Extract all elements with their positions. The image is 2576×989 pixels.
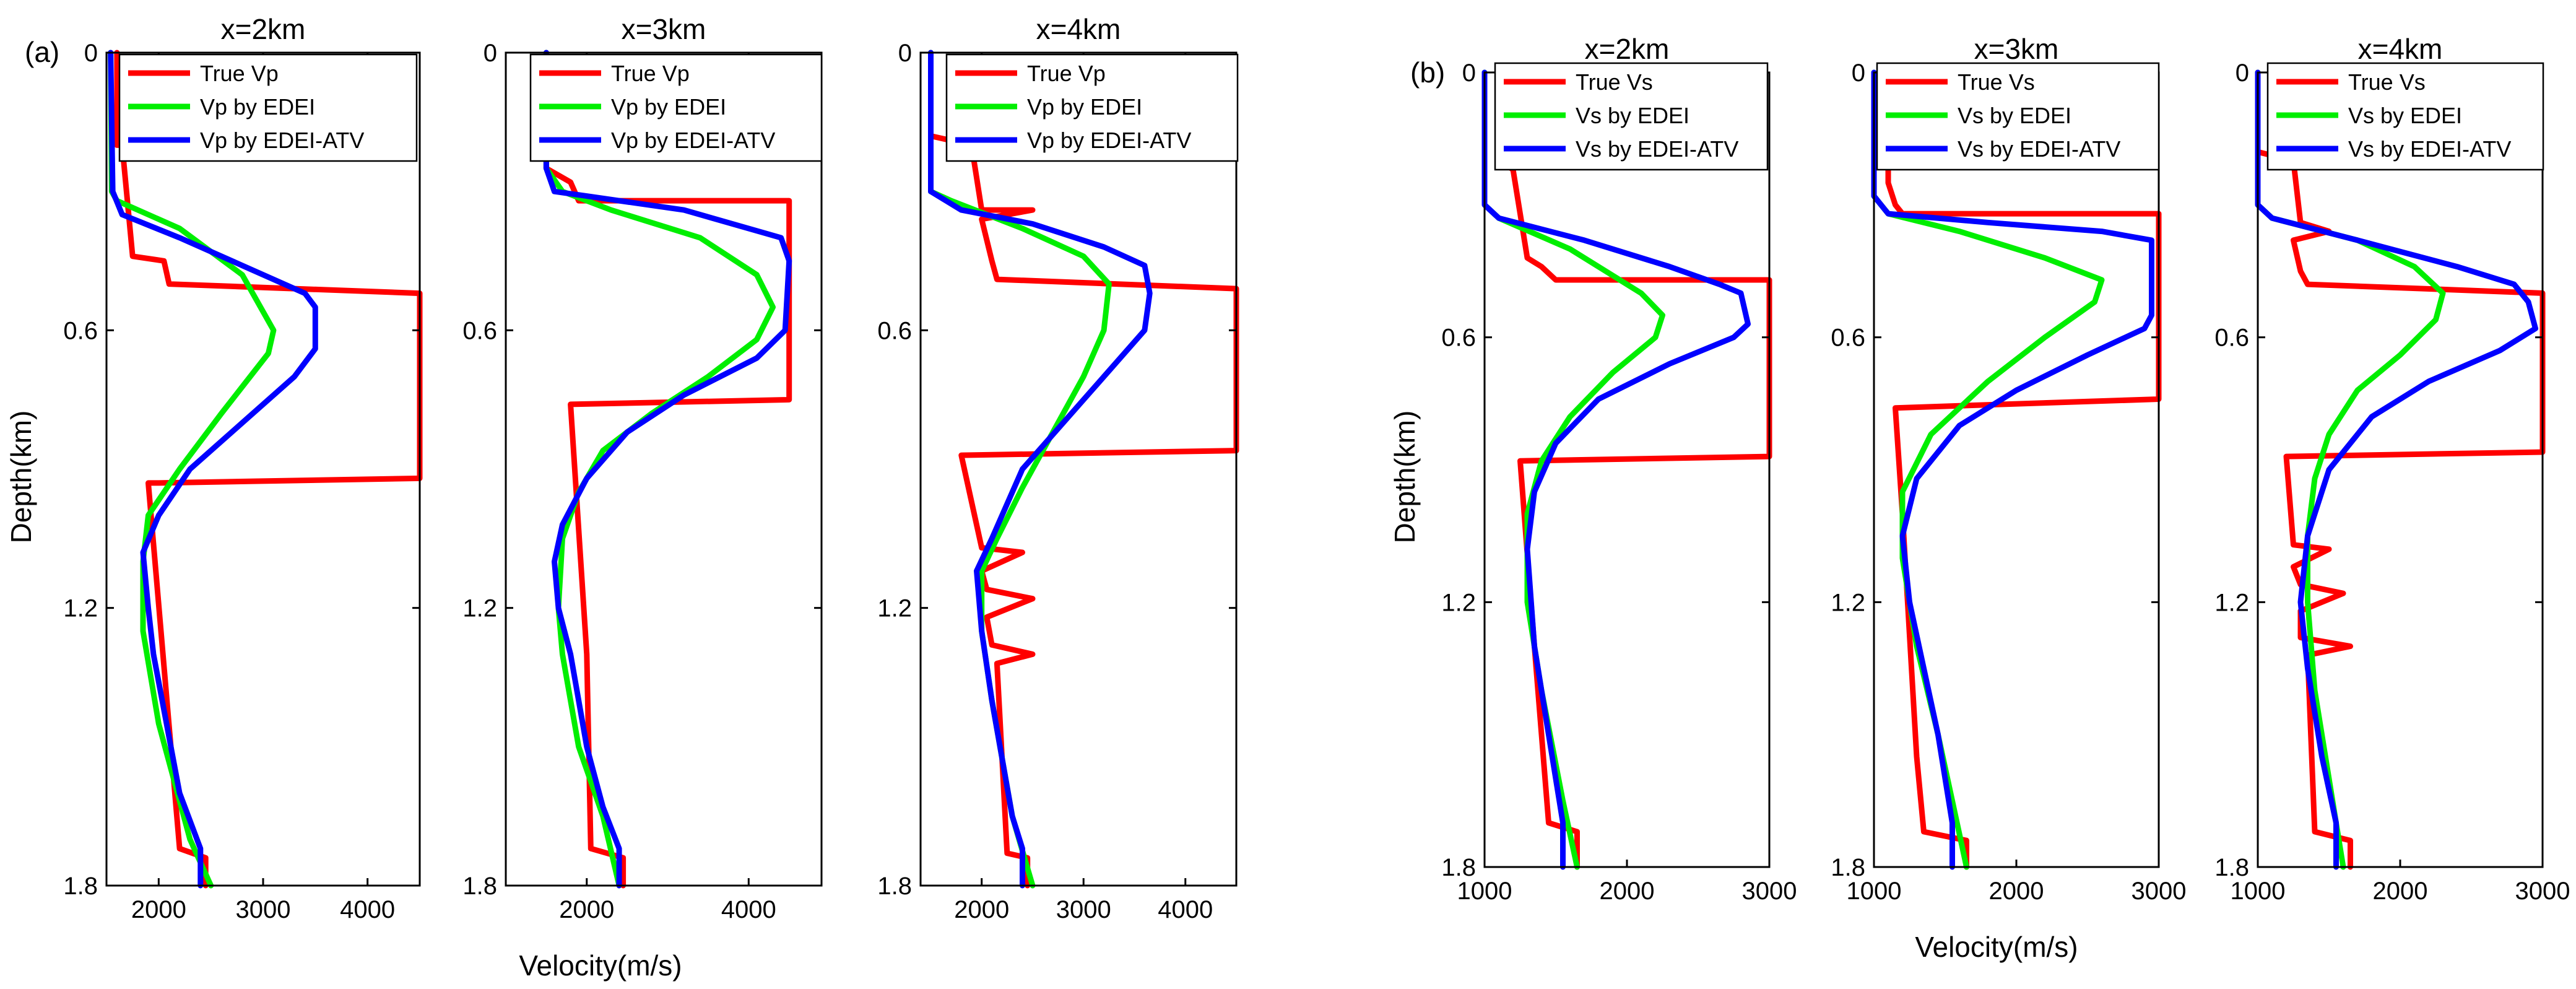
y-tick-label: 1.2 xyxy=(877,595,912,622)
legend-label: Vp by EDEI xyxy=(611,94,726,120)
legend: True Vp Vp by EDEI Vp by EDEI-ATV xyxy=(529,53,823,162)
y-tick-label: 1.8 xyxy=(63,873,98,900)
y-tick-label: 0.6 xyxy=(1441,325,1476,352)
x-tick-label: 3000 xyxy=(1056,896,1111,923)
x-tick-label: 2000 xyxy=(131,896,186,923)
subplot-title: x=3km xyxy=(1974,33,2059,65)
subplot-3: x=4km 0 0.6 1.2 1.8 2000 3000 4000 True Vp Vp by … xyxy=(877,13,1239,923)
x-tick-label: 2000 xyxy=(559,896,614,923)
y-tick-label: 0.6 xyxy=(877,317,912,344)
xlabel-b: Velocity(m/s) xyxy=(1915,931,2078,963)
legend: True Vp Vp by EDEI Vp by EDEI-ATV xyxy=(945,53,1239,162)
y-tick-label: 1.2 xyxy=(1831,589,1865,616)
xlabel-a: Velocity(m/s) xyxy=(519,949,682,982)
y-tick-label: 1.8 xyxy=(2214,854,2249,881)
series-line-vp-by-edei-atv xyxy=(543,50,792,889)
series-line-vs-by-edei-atv xyxy=(2255,69,2538,870)
legend-label: Vp by EDEI-ATV xyxy=(611,128,775,153)
x-tick-label: 2000 xyxy=(954,896,1009,923)
y-tick-label: 0 xyxy=(484,40,497,67)
legend-label: Vp by EDEI xyxy=(200,94,315,120)
series-line-true-vp xyxy=(543,50,792,889)
x-tick-label: 2000 xyxy=(2373,878,2428,905)
ylabel-b: Depth(km) xyxy=(1389,411,1421,544)
y-tick-label: 1.8 xyxy=(877,873,912,900)
x-tick-label: 4000 xyxy=(721,896,776,923)
x-tick-label: 2000 xyxy=(1600,878,1655,905)
legend-label: True Vp xyxy=(1027,61,1106,86)
x-tick-label: 3000 xyxy=(236,896,291,923)
legend-label: Vp by EDEI xyxy=(1027,94,1142,120)
x-tick-label: 1000 xyxy=(1457,878,1512,905)
axes-frame xyxy=(505,51,823,887)
subplot-title: x=4km xyxy=(1036,13,1121,45)
y-tick-label: 1.2 xyxy=(63,595,98,622)
ylabel-a: Depth(km) xyxy=(5,411,37,544)
series-line-true-vp xyxy=(928,50,1239,889)
subplot-title: x=3km xyxy=(622,13,706,45)
y-tick-label: 1.2 xyxy=(2214,589,2249,616)
legend-label: Vs by EDEI xyxy=(2348,103,2462,128)
x-tick-label: 3000 xyxy=(1742,878,1797,905)
legend-label: Vs by EDEI-ATV xyxy=(1576,136,1738,162)
legend-label: True Vp xyxy=(200,61,279,86)
legend-label: True Vs xyxy=(1958,69,2035,95)
y-tick-label: 0 xyxy=(1462,59,1476,87)
subplot-2: x=3km 0 0.6 1.2 1.8 2000 4000 True Vp Vp by EDEI… xyxy=(462,13,823,923)
legend-label: Vp by EDEI-ATV xyxy=(200,128,364,153)
series-line-vs-by-edei-atv xyxy=(1871,69,2154,870)
subplot-title: x=4km xyxy=(2358,33,2443,65)
legend-label: True Vs xyxy=(1576,69,1653,95)
series-line-vs-by-edei-atv xyxy=(1481,69,1751,870)
series-line-true-vs xyxy=(1885,69,2162,870)
legend-label: Vs by EDEI-ATV xyxy=(2348,136,2511,162)
x-tick-label: 2000 xyxy=(1989,878,2044,905)
y-tick-label: 0 xyxy=(898,40,912,67)
series-line-vp-by-edei xyxy=(108,50,277,889)
panel-label-b: (b) xyxy=(1410,56,1445,89)
y-tick-label: 0 xyxy=(1852,59,1865,87)
legend: True Vs Vs by EDEI Vs by EDEI-ATV xyxy=(1876,62,2160,171)
legend: True Vp Vp by EDEI Vp by EDEI-ATV xyxy=(118,53,418,162)
x-tick-label: 4000 xyxy=(340,896,395,923)
y-tick-label: 1.2 xyxy=(462,595,497,622)
y-tick-label: 1.8 xyxy=(1831,854,1865,881)
y-tick-label: 1.8 xyxy=(462,873,497,900)
legend: True Vs Vs by EDEI Vs by EDEI-ATV xyxy=(2266,62,2544,171)
legend-label: Vs by EDEI-ATV xyxy=(1958,136,2120,162)
legend-label: Vp by EDEI-ATV xyxy=(1027,128,1191,153)
x-tick-label: 1000 xyxy=(2231,878,2286,905)
axes-frame xyxy=(919,51,1238,887)
legend-label: True Vs xyxy=(2348,69,2426,95)
y-tick-label: 0.6 xyxy=(63,317,98,344)
y-tick-label: 0 xyxy=(2236,59,2249,87)
series-line-vp-by-edei-atv xyxy=(108,50,318,889)
panel-label-a: (a) xyxy=(25,36,59,68)
x-tick-label: 1000 xyxy=(1847,878,1902,905)
y-tick-label: 0.6 xyxy=(462,317,497,344)
subplot-panels: x=2km 0 0.6 1.2 1.8 2000 3000 4000 True Vp Vp by … xyxy=(63,13,2570,923)
y-tick-label: 1.2 xyxy=(1441,589,1476,616)
subplot-title: x=2km xyxy=(221,13,306,45)
y-tick-label: 0.6 xyxy=(2214,325,2249,352)
legend-label: True Vp xyxy=(611,61,690,86)
legend-label: Vs by EDEI xyxy=(1958,103,2071,128)
legend-label: Vs by EDEI xyxy=(1576,103,1689,128)
subplot-title: x=2km xyxy=(1585,33,1670,65)
series-line-vp-by-edei-atv xyxy=(928,50,1153,889)
x-tick-label: 4000 xyxy=(1158,896,1213,923)
y-tick-label: 0.6 xyxy=(1831,325,1865,352)
y-tick-label: 1.8 xyxy=(1441,854,1476,881)
x-tick-label: 3000 xyxy=(2515,878,2570,905)
legend: True Vs Vs by EDEI Vs by EDEI-ATV xyxy=(1494,62,1769,171)
x-tick-label: 3000 xyxy=(2131,878,2187,905)
y-tick-label: 0 xyxy=(84,40,98,67)
subplot-1: x=2km 0 0.6 1.2 1.8 2000 3000 4000 True Vp Vp by … xyxy=(63,13,423,923)
